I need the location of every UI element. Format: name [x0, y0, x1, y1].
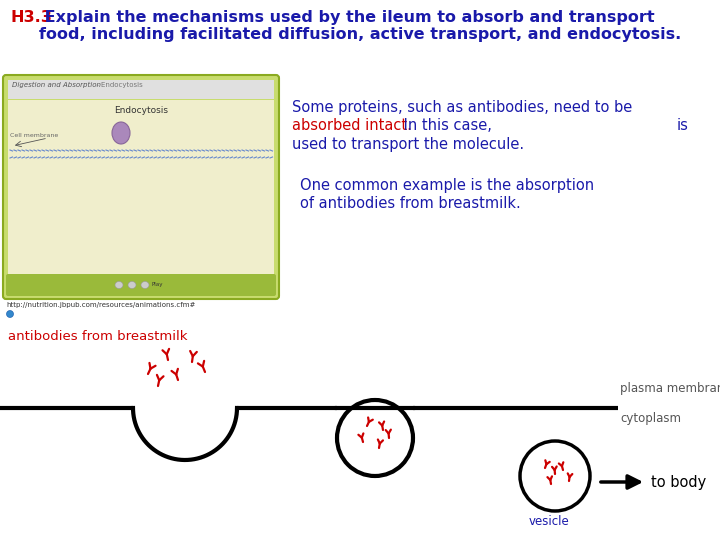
Ellipse shape — [112, 122, 130, 144]
Ellipse shape — [115, 281, 123, 288]
Ellipse shape — [141, 281, 149, 288]
Text: vesicle: vesicle — [528, 515, 570, 528]
Text: plasma membrane: plasma membrane — [620, 382, 720, 395]
Text: Digestion and Absorption: Digestion and Absorption — [12, 82, 101, 88]
Ellipse shape — [128, 281, 136, 288]
Text: In this case,: In this case, — [399, 118, 492, 133]
Text: antibodies from breastmilk: antibodies from breastmilk — [8, 330, 187, 343]
Text: is: is — [677, 118, 689, 133]
Text: One common example is the absorption: One common example is the absorption — [300, 178, 594, 193]
Text: used to transport the molecule.: used to transport the molecule. — [292, 137, 524, 152]
Text: to body: to body — [651, 475, 706, 489]
Text: Some proteins, such as antibodies, need to be: Some proteins, such as antibodies, need … — [292, 100, 632, 115]
Text: of antibodies from breastmilk.: of antibodies from breastmilk. — [300, 196, 521, 211]
Text: - Endocytosis: - Endocytosis — [94, 82, 143, 88]
Text: Endocytosis: Endocytosis — [114, 106, 168, 115]
Text: H3.3: H3.3 — [10, 10, 52, 25]
Ellipse shape — [6, 310, 14, 318]
Text: http://nutrition.jbpub.com/resources/animations.cfm#: http://nutrition.jbpub.com/resources/ani… — [6, 302, 195, 308]
Text: Play: Play — [151, 282, 163, 287]
Text: Explain the mechanisms used by the ileum to absorb and transport
food, including: Explain the mechanisms used by the ileum… — [39, 10, 681, 43]
FancyBboxPatch shape — [6, 274, 276, 296]
Text: absorbed intact.: absorbed intact. — [292, 118, 412, 133]
FancyBboxPatch shape — [3, 75, 279, 299]
Bar — [8, 100, 274, 276]
Text: cytoplasm: cytoplasm — [620, 412, 681, 425]
Bar — [8, 80, 274, 99]
Text: Cell membrane: Cell membrane — [10, 133, 58, 138]
